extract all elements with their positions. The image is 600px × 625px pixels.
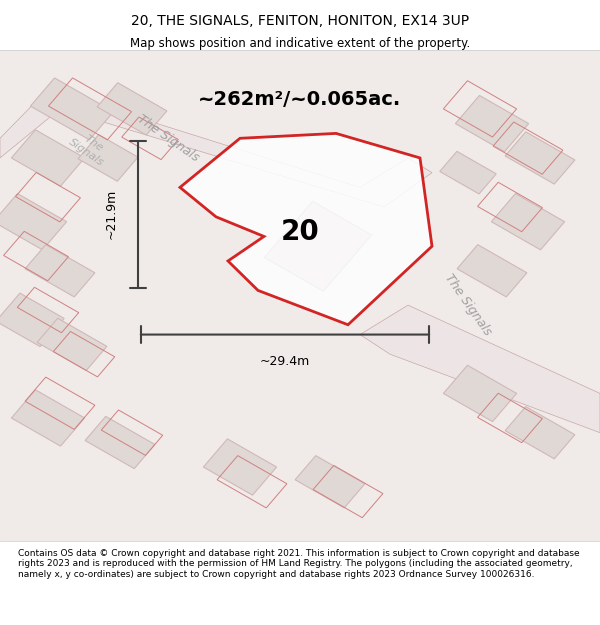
Text: 20, THE SIGNALS, FENITON, HONITON, EX14 3UP: 20, THE SIGNALS, FENITON, HONITON, EX14 …	[131, 14, 469, 28]
Bar	[455, 96, 529, 152]
Text: Map shows position and indicative extent of the property.: Map shows position and indicative extent…	[130, 38, 470, 51]
Text: The Signals: The Signals	[135, 112, 201, 164]
Text: ~262m²/~0.065ac.: ~262m²/~0.065ac.	[199, 89, 401, 109]
Bar	[4, 231, 68, 281]
Bar	[0, 293, 64, 347]
Bar	[25, 244, 95, 297]
Bar	[265, 201, 371, 291]
Bar	[11, 390, 85, 446]
Bar	[16, 173, 80, 222]
Bar	[313, 466, 383, 518]
Bar	[478, 182, 542, 232]
Text: The Signals: The Signals	[442, 272, 494, 338]
Bar	[101, 410, 163, 456]
Text: Contains OS data © Crown copyright and database right 2021. This information is : Contains OS data © Crown copyright and d…	[18, 549, 580, 579]
Bar	[440, 151, 496, 194]
Bar	[85, 416, 155, 469]
Polygon shape	[360, 305, 600, 432]
Bar	[31, 78, 113, 140]
Polygon shape	[180, 133, 432, 325]
Bar	[443, 81, 517, 137]
Bar	[37, 318, 107, 371]
Bar	[505, 132, 575, 184]
Bar	[25, 377, 95, 429]
Bar	[17, 288, 79, 332]
Bar	[78, 134, 138, 181]
Text: 20: 20	[281, 217, 319, 246]
Bar	[217, 456, 287, 508]
Bar	[122, 117, 178, 159]
Bar	[0, 194, 67, 250]
Bar	[295, 456, 365, 508]
Text: ~21.9m: ~21.9m	[104, 189, 118, 239]
Bar	[203, 439, 277, 495]
Bar	[11, 130, 85, 186]
Text: The
Signals: The Signals	[67, 127, 113, 169]
Bar	[97, 82, 167, 135]
Polygon shape	[0, 89, 432, 207]
Text: ~29.4m: ~29.4m	[260, 355, 310, 368]
Bar	[491, 194, 565, 250]
Bar	[53, 331, 115, 377]
Bar	[493, 122, 563, 174]
Bar	[457, 244, 527, 297]
Bar	[49, 78, 131, 140]
Bar	[505, 406, 575, 459]
Bar	[478, 393, 542, 442]
Bar	[443, 365, 517, 422]
